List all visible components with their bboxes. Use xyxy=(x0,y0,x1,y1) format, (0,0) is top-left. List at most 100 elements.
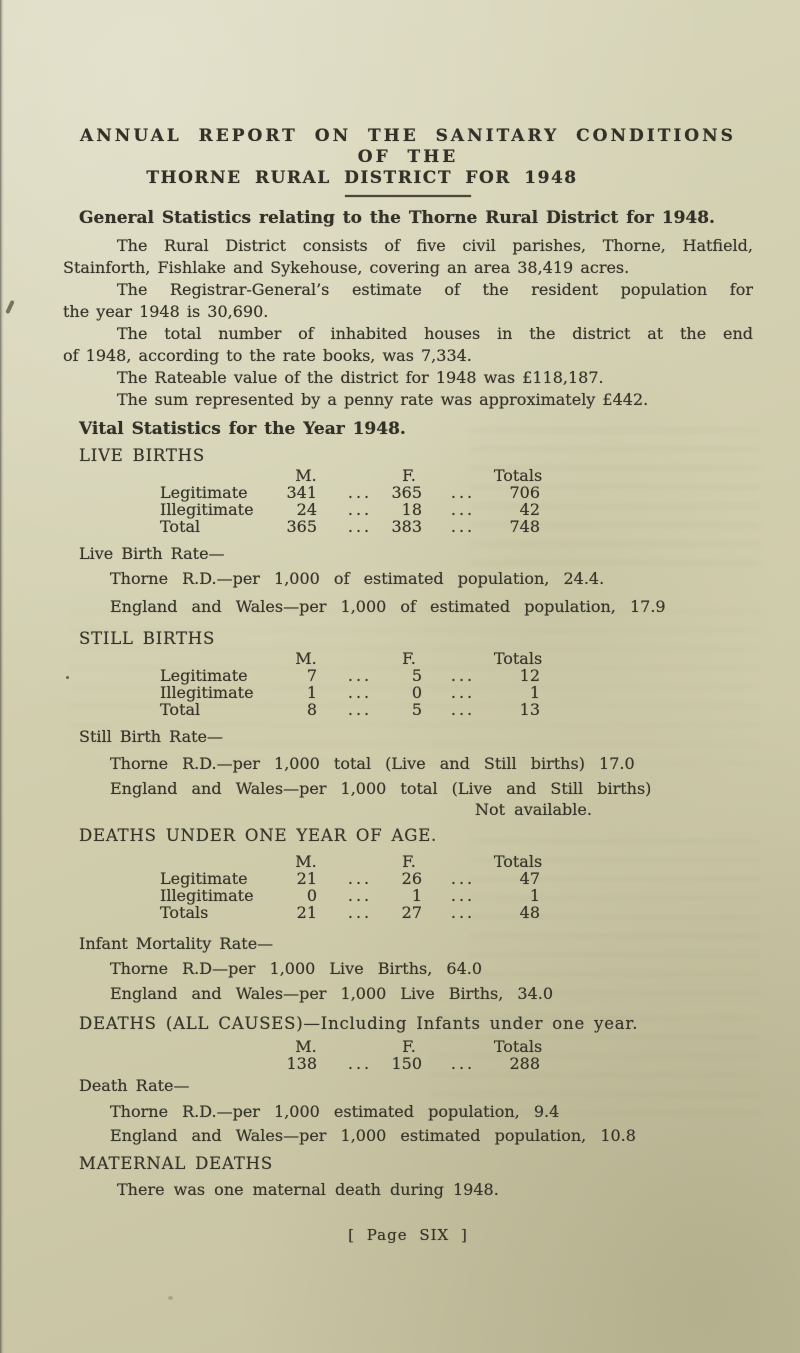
ink-speck xyxy=(168,1296,173,1300)
dot-leader: ... xyxy=(347,517,373,536)
row-label: Illegitimate xyxy=(160,683,254,702)
cell-total: 12 xyxy=(519,666,540,685)
row-label: Totals xyxy=(160,903,209,922)
row-label: Legitimate xyxy=(160,483,248,502)
cell-total: 748 xyxy=(509,517,540,536)
cell-f: 26 xyxy=(401,869,422,888)
rate-line-england-wales: England and Wales—per 1,000 total (Live … xyxy=(110,779,652,798)
table-row: Illegitimate 1 ... 0 ... 1 xyxy=(63,684,753,701)
cell-m: 341 xyxy=(286,483,317,502)
rate-line-thorne: Thorne R.D.—per 1,000 of estimated popul… xyxy=(110,569,605,588)
cell-total: 48 xyxy=(519,903,540,922)
dot-leader: ... xyxy=(450,869,476,888)
dot-leader: ... xyxy=(450,500,476,519)
rate-line-england-wales: England and Wales—per 1,000 of estimated… xyxy=(110,597,666,616)
dot-leader: ... xyxy=(347,500,373,519)
dot-leader: ... xyxy=(450,483,476,502)
column-header-f: F. xyxy=(402,852,416,871)
maternal-deaths-text: There was one maternal death during 1948… xyxy=(117,1180,499,1199)
still-births-table: M. F. Totals Legitimate 7 ... 5 ... 12 I… xyxy=(63,650,753,718)
column-header-m: M. xyxy=(295,466,317,485)
paragraph-line: The sum represented by a penny rate was … xyxy=(117,390,649,409)
cell-m: 138 xyxy=(286,1054,317,1073)
table-header-row: M. F. Totals xyxy=(63,853,753,870)
cell-f: 5 xyxy=(411,666,422,685)
cell-f: 0 xyxy=(411,683,422,702)
ink-speck xyxy=(5,299,15,315)
live-births-table: M. F. Totals Legitimate 341 ... 365 ... … xyxy=(63,467,753,535)
column-header-totals: Totals xyxy=(493,852,543,871)
vital-statistics-heading: Vital Statistics for the Year 1948. xyxy=(79,419,406,439)
title-divider-rule xyxy=(345,195,471,197)
dot-leader: ... xyxy=(450,886,476,905)
death-rate-heading: Death Rate— xyxy=(79,1076,190,1095)
cell-m: 0 xyxy=(306,886,317,905)
row-label: Illegitimate xyxy=(160,500,254,519)
deaths-all-causes-table: M. F. Totals 138 ... 150 ... 288 xyxy=(63,1038,753,1072)
rate-line-thorne: Thorne R.D—per 1,000 Live Births, 64.0 xyxy=(110,959,483,978)
deaths-under-one-table: M. F. Totals Legitimate 21 ... 26 ... 47… xyxy=(63,853,753,921)
table-row: Legitimate 7 ... 5 ... 12 xyxy=(63,667,753,684)
page-content: ANNUAL REPORT ON THE SANITARY CONDITIONS… xyxy=(63,0,753,1244)
table-row: Total 365 ... 383 ... 748 xyxy=(63,518,753,535)
paragraph-line: The Rural District consists of five civi… xyxy=(117,236,753,255)
table-header-row: M. F. Totals xyxy=(63,467,753,484)
paragraph-parishes: The Rural District consists of five civi… xyxy=(63,235,753,279)
paragraph-line: The Rateable value of the district for 1… xyxy=(117,368,604,387)
dot-leader: ... xyxy=(450,666,476,685)
paragraph-line: The total number of inhabited houses in … xyxy=(117,324,753,343)
general-statistics-heading: General Statistics relating to the Thorn… xyxy=(79,208,715,228)
page-number-footer: [ Page SIX ] xyxy=(348,1226,468,1244)
not-available-note: Not available. xyxy=(475,800,592,819)
dot-leader: ... xyxy=(450,1054,476,1073)
report-title-line2: THORNE RURAL DISTRICT FOR 1948 xyxy=(146,168,578,188)
dot-leader: ... xyxy=(450,683,476,702)
cell-total: 47 xyxy=(519,869,540,888)
table-row: Legitimate 21 ... 26 ... 47 xyxy=(63,870,753,887)
table-row: Illegitimate 24 ... 18 ... 42 xyxy=(63,501,753,518)
dot-leader: ... xyxy=(347,666,373,685)
cell-total: 706 xyxy=(509,483,540,502)
live-births-heading: LIVE BIRTHS xyxy=(79,446,205,465)
dot-leader: ... xyxy=(347,483,373,502)
rate-line-england-wales: England and Wales—per 1,000 estimated po… xyxy=(110,1126,636,1145)
column-header-m: M. xyxy=(295,1037,317,1056)
row-label: Total xyxy=(160,517,201,536)
table-header-row: M. F. Totals xyxy=(63,1038,753,1055)
column-header-totals: Totals xyxy=(493,1037,543,1056)
table-header-row: M. F. Totals xyxy=(63,650,753,667)
cell-m: 1 xyxy=(306,683,317,702)
paragraph-rateable-value: The Rateable value of the district for 1… xyxy=(63,367,753,389)
cell-total: 288 xyxy=(509,1054,540,1073)
cell-m: 21 xyxy=(296,903,317,922)
ink-speck xyxy=(66,676,69,679)
column-header-f: F. xyxy=(402,649,416,668)
cell-total: 42 xyxy=(519,500,540,519)
dot-leader: ... xyxy=(450,700,476,719)
cell-f: 383 xyxy=(391,517,422,536)
table-row: Totals 21 ... 27 ... 48 xyxy=(63,904,753,921)
table-row: Total 8 ... 5 ... 13 xyxy=(63,701,753,718)
paragraph-line: of 1948, according to the rate books, wa… xyxy=(63,346,472,365)
paragraph-line: The Registrar-General’s estimate of the … xyxy=(117,280,753,299)
dot-leader: ... xyxy=(347,869,373,888)
cell-m: 21 xyxy=(296,869,317,888)
rate-line-thorne: Thorne R.D.—per 1,000 total (Live and St… xyxy=(110,754,635,773)
rate-line-england-wales: England and Wales—per 1,000 Live Births,… xyxy=(110,984,554,1003)
column-header-f: F. xyxy=(402,1037,416,1056)
table-row: Illegitimate 0 ... 1 ... 1 xyxy=(63,887,753,904)
maternal-deaths-heading: MATERNAL DEATHS xyxy=(79,1154,273,1173)
table-row: 138 ... 150 ... 288 xyxy=(63,1055,753,1072)
cell-f: 1 xyxy=(411,886,422,905)
paragraph-population: The Registrar-General’s estimate of the … xyxy=(63,279,753,323)
cell-total: 13 xyxy=(519,700,540,719)
cell-m: 365 xyxy=(286,517,317,536)
still-births-heading: STILL BIRTHS xyxy=(79,629,216,648)
column-header-m: M. xyxy=(295,852,317,871)
column-header-totals: Totals xyxy=(493,466,543,485)
column-header-f: F. xyxy=(402,466,416,485)
cell-m: 8 xyxy=(306,700,317,719)
scan-left-edge xyxy=(0,0,4,1353)
cell-total: 1 xyxy=(529,683,540,702)
dot-leader: ... xyxy=(347,1054,373,1073)
